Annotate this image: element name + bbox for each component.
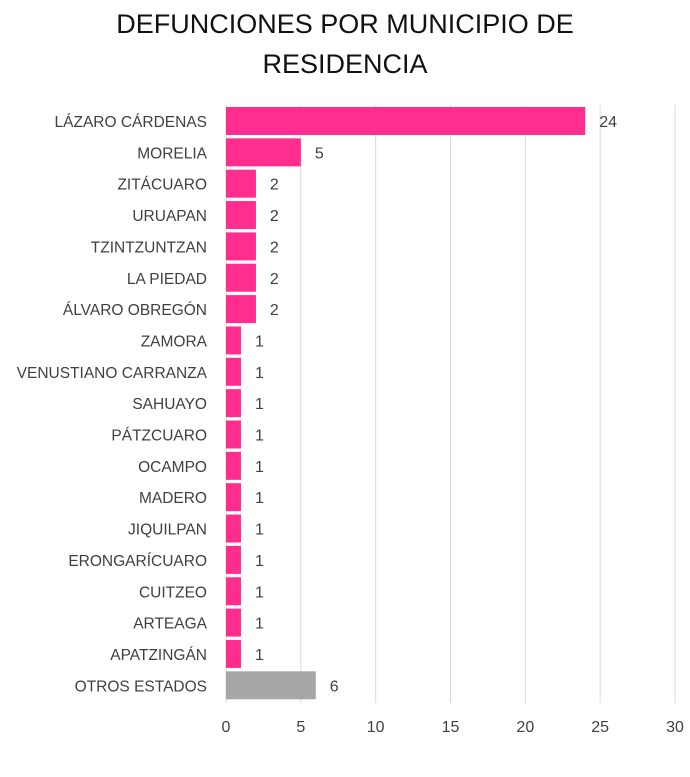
bars	[226, 107, 586, 700]
data-label-uruapan: 2	[270, 208, 279, 225]
bar-sahuayo	[226, 389, 241, 418]
bar-zamora	[226, 326, 241, 355]
chart-title: DEFUNCIONES POR MUNICIPIO DE RESIDENCIA	[116, 9, 574, 79]
data-label-ocampo: 1	[255, 459, 264, 476]
data-label-patzcuaro: 1	[255, 428, 264, 445]
category-label-venustiano-carranza: VENUSTIANO CARRANZA	[17, 365, 208, 382]
data-label-venustiano-carranza: 1	[255, 365, 264, 382]
x-tick-label-10: 10	[367, 719, 385, 736]
data-label-alvaro-obregon: 2	[270, 302, 279, 319]
bar-alvaro-obregon	[226, 295, 256, 324]
data-label-tzintzuntzan: 2	[270, 239, 279, 256]
category-label-ocampo: OCAMPO	[138, 459, 207, 476]
category-label-apatzingan: APATZINGÁN	[110, 647, 207, 664]
x-tick-label-15: 15	[442, 719, 460, 736]
category-label-zitacuaro: ZITÁCUARO	[117, 177, 207, 194]
x-tick-label-30: 30	[666, 719, 684, 736]
bar-tzintzuntzan	[226, 232, 256, 261]
bar-venustiano-carranza	[226, 357, 241, 386]
category-label-zamora: ZAMORA	[141, 333, 208, 350]
category-label-patzcuaro: PÁTZCUARO	[111, 428, 207, 445]
data-label-zamora: 1	[255, 333, 264, 350]
category-label-madero: MADERO	[139, 490, 207, 507]
category-label-tzintzuntzan: TZINTZUNTZAN	[91, 239, 207, 256]
category-label-sahuayo: SAHUAYO	[132, 396, 207, 413]
data-label-apatzingan: 1	[255, 647, 264, 664]
bar-lazaro-cardenas	[226, 107, 586, 135]
bar-madero	[226, 483, 241, 512]
bar-morelia	[226, 138, 301, 167]
bar-erongaricuaro	[226, 545, 241, 574]
category-label-alvaro-obregon: ÁLVARO OBREGÓN	[63, 302, 207, 319]
bar-patzcuaro	[226, 420, 241, 449]
gridlines	[225, 105, 676, 703]
category-label-lazaro-cardenas: LÁZARO CÁRDENAS	[55, 114, 207, 131]
data-label-jiquilpan: 1	[255, 522, 264, 539]
data-label-sahuayo: 1	[255, 396, 264, 413]
category-label-cuitzeo: CUITZEO	[139, 584, 207, 601]
x-axis-ticks: 0 5 10 15 20 25 30	[222, 719, 684, 736]
category-label-erongaricuaro: ERONGARÍCUARO	[68, 553, 207, 570]
category-label-la-piedad: LA PIEDAD	[127, 271, 207, 288]
data-label-arteaga: 1	[255, 616, 264, 633]
category-label-arteaga: ARTEAGA	[133, 616, 207, 633]
category-label-uruapan: URUAPAN	[132, 208, 207, 225]
category-labels: LÁZARO CÁRDENAS MORELIA ZITÁCUARO URUAPAN TZ…	[17, 114, 208, 695]
bar-otros-estados	[226, 671, 316, 700]
category-label-jiquilpan: JIQUILPAN	[128, 522, 207, 539]
data-label-otros-estados: 6	[330, 678, 339, 695]
bar-jiquilpan	[226, 514, 241, 543]
data-label-la-piedad: 2	[270, 271, 279, 288]
x-tick-label-0: 0	[222, 719, 231, 736]
data-label-madero: 1	[255, 490, 264, 507]
data-label-morelia: 5	[315, 145, 324, 162]
x-tick-label-20: 20	[516, 719, 534, 736]
data-label-lazaro-cardenas: 24	[599, 114, 617, 131]
category-label-otros-estados: OTROS ESTADOS	[75, 678, 207, 695]
category-label-morelia: MORELIA	[137, 145, 207, 162]
bar-arteaga	[226, 608, 241, 637]
bar-zitacuaro	[226, 169, 256, 198]
bar-la-piedad	[226, 263, 256, 292]
bar-ocampo	[226, 451, 241, 480]
data-label-erongaricuaro: 1	[255, 553, 264, 570]
data-label-zitacuaro: 2	[270, 177, 279, 194]
x-tick-label-5: 5	[296, 719, 305, 736]
data-label-cuitzeo: 1	[255, 584, 264, 601]
bar-uruapan	[226, 201, 256, 230]
bar-apatzingan	[226, 639, 241, 668]
bar-cuitzeo	[226, 577, 241, 606]
x-tick-label-25: 25	[591, 719, 609, 736]
